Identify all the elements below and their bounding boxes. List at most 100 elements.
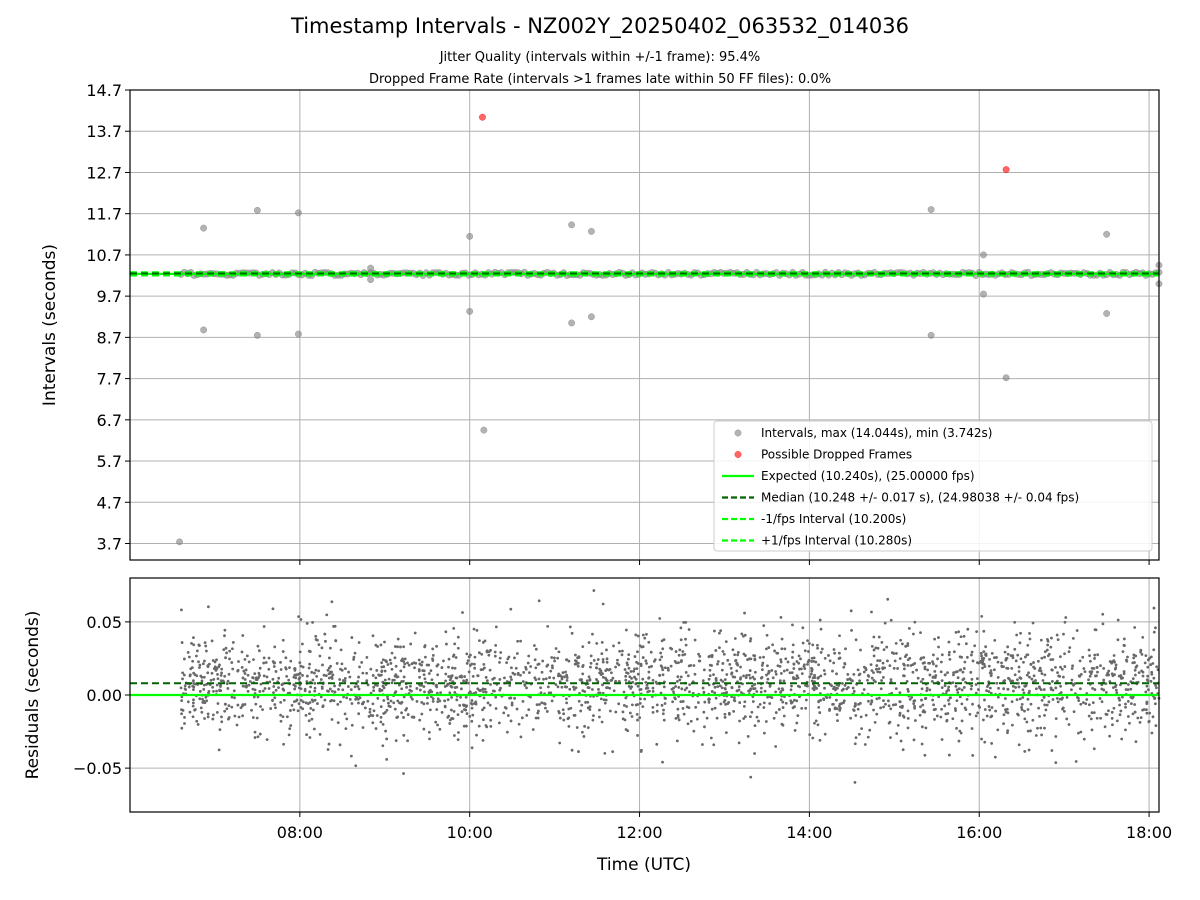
residual-point: [947, 702, 951, 706]
residual-point: [321, 704, 325, 708]
residual-point: [900, 642, 904, 646]
residual-point: [702, 668, 706, 672]
residual-point: [1054, 665, 1057, 669]
residual-point: [565, 701, 569, 705]
residual-point: [693, 638, 697, 642]
residual-point: [672, 690, 675, 694]
residual-point: [1058, 697, 1062, 701]
residual-point: [202, 687, 206, 691]
residual-point: [852, 709, 856, 712]
residual-point: [298, 650, 302, 654]
residual-point: [970, 677, 974, 681]
residual-point: [1068, 646, 1072, 650]
residual-point: [218, 688, 222, 692]
residual-point: [481, 708, 484, 712]
residual-point: [564, 670, 567, 674]
residual-point: [753, 670, 757, 674]
residual-point: [465, 652, 469, 656]
residual-point: [913, 706, 917, 710]
residual-point: [1065, 695, 1069, 699]
residual-point: [753, 677, 756, 681]
residual-point: [1102, 678, 1106, 682]
residual-point: [307, 666, 311, 670]
residual-point: [782, 714, 786, 718]
residual-point: [1093, 688, 1097, 691]
residual-point: [574, 653, 577, 657]
residual-point: [756, 705, 760, 709]
residual-point: [797, 661, 801, 665]
residual-point: [987, 705, 991, 708]
residual-point: [1122, 670, 1126, 673]
residual-point: [956, 676, 960, 680]
residual-point: [485, 679, 489, 683]
residual-point: [993, 755, 997, 759]
residual-point: [505, 661, 509, 665]
residual-point: [724, 640, 728, 644]
residual-point: [307, 719, 311, 723]
residual-point: [386, 697, 390, 701]
residual-point: [1087, 714, 1091, 718]
residual-point: [274, 706, 277, 710]
residual-point: [735, 689, 739, 693]
residual-point: [289, 659, 293, 663]
residual-point: [528, 671, 531, 675]
residual-point: [440, 710, 444, 714]
residual-point: [1034, 687, 1038, 691]
residual-point: [413, 666, 416, 670]
residual-point: [743, 715, 747, 719]
residual-point: [246, 673, 250, 677]
residual-point: [243, 703, 247, 706]
residual-point: [635, 667, 639, 671]
residual-point: [431, 647, 435, 651]
top-y-tick-label: 14.7: [86, 81, 122, 100]
residual-point: [335, 662, 339, 665]
residual-point: [1025, 653, 1029, 657]
residual-point: [974, 683, 978, 686]
residual-point: [546, 624, 550, 628]
residual-point: [620, 653, 624, 657]
residual-point: [483, 687, 487, 691]
residual-point: [803, 663, 806, 667]
residual-point: [256, 735, 260, 739]
residual-point: [616, 658, 619, 662]
residual-point: [378, 687, 382, 691]
residual-point: [422, 702, 426, 706]
residual-point: [846, 678, 850, 681]
residual-point: [718, 646, 721, 650]
residual-point: [877, 696, 881, 700]
residual-point: [453, 642, 457, 646]
residual-point: [1059, 691, 1063, 694]
residual-point: [740, 632, 744, 636]
residual-point: [508, 684, 512, 687]
residual-point: [558, 716, 562, 720]
residual-point: [314, 638, 318, 641]
residual-point: [443, 704, 447, 708]
residual-point: [742, 717, 746, 720]
residual-point: [288, 666, 291, 670]
residual-point: [1114, 663, 1118, 667]
residual-point: [876, 646, 880, 650]
residual-point: [703, 700, 707, 704]
residual-point: [870, 700, 874, 704]
residual-point: [514, 666, 518, 670]
residual-point: [760, 675, 764, 679]
residual-point: [1010, 700, 1014, 704]
residual-point: [215, 711, 219, 714]
residual-point: [1087, 678, 1090, 682]
residual-point: [800, 706, 804, 710]
residual-point: [267, 687, 271, 690]
residual-point: [1045, 648, 1049, 652]
residual-point: [890, 651, 894, 655]
residual-point: [838, 656, 842, 660]
top-y-tick-label: 13.7: [86, 122, 122, 141]
residual-point: [818, 618, 822, 622]
residual-point: [611, 750, 615, 754]
residual-point: [674, 697, 677, 701]
residual-point: [885, 645, 889, 649]
residual-point: [626, 672, 630, 675]
residual-point: [478, 639, 481, 643]
residual-point: [446, 682, 450, 686]
residual-point: [716, 662, 719, 666]
residual-point: [281, 650, 285, 653]
residual-point: [627, 666, 631, 670]
